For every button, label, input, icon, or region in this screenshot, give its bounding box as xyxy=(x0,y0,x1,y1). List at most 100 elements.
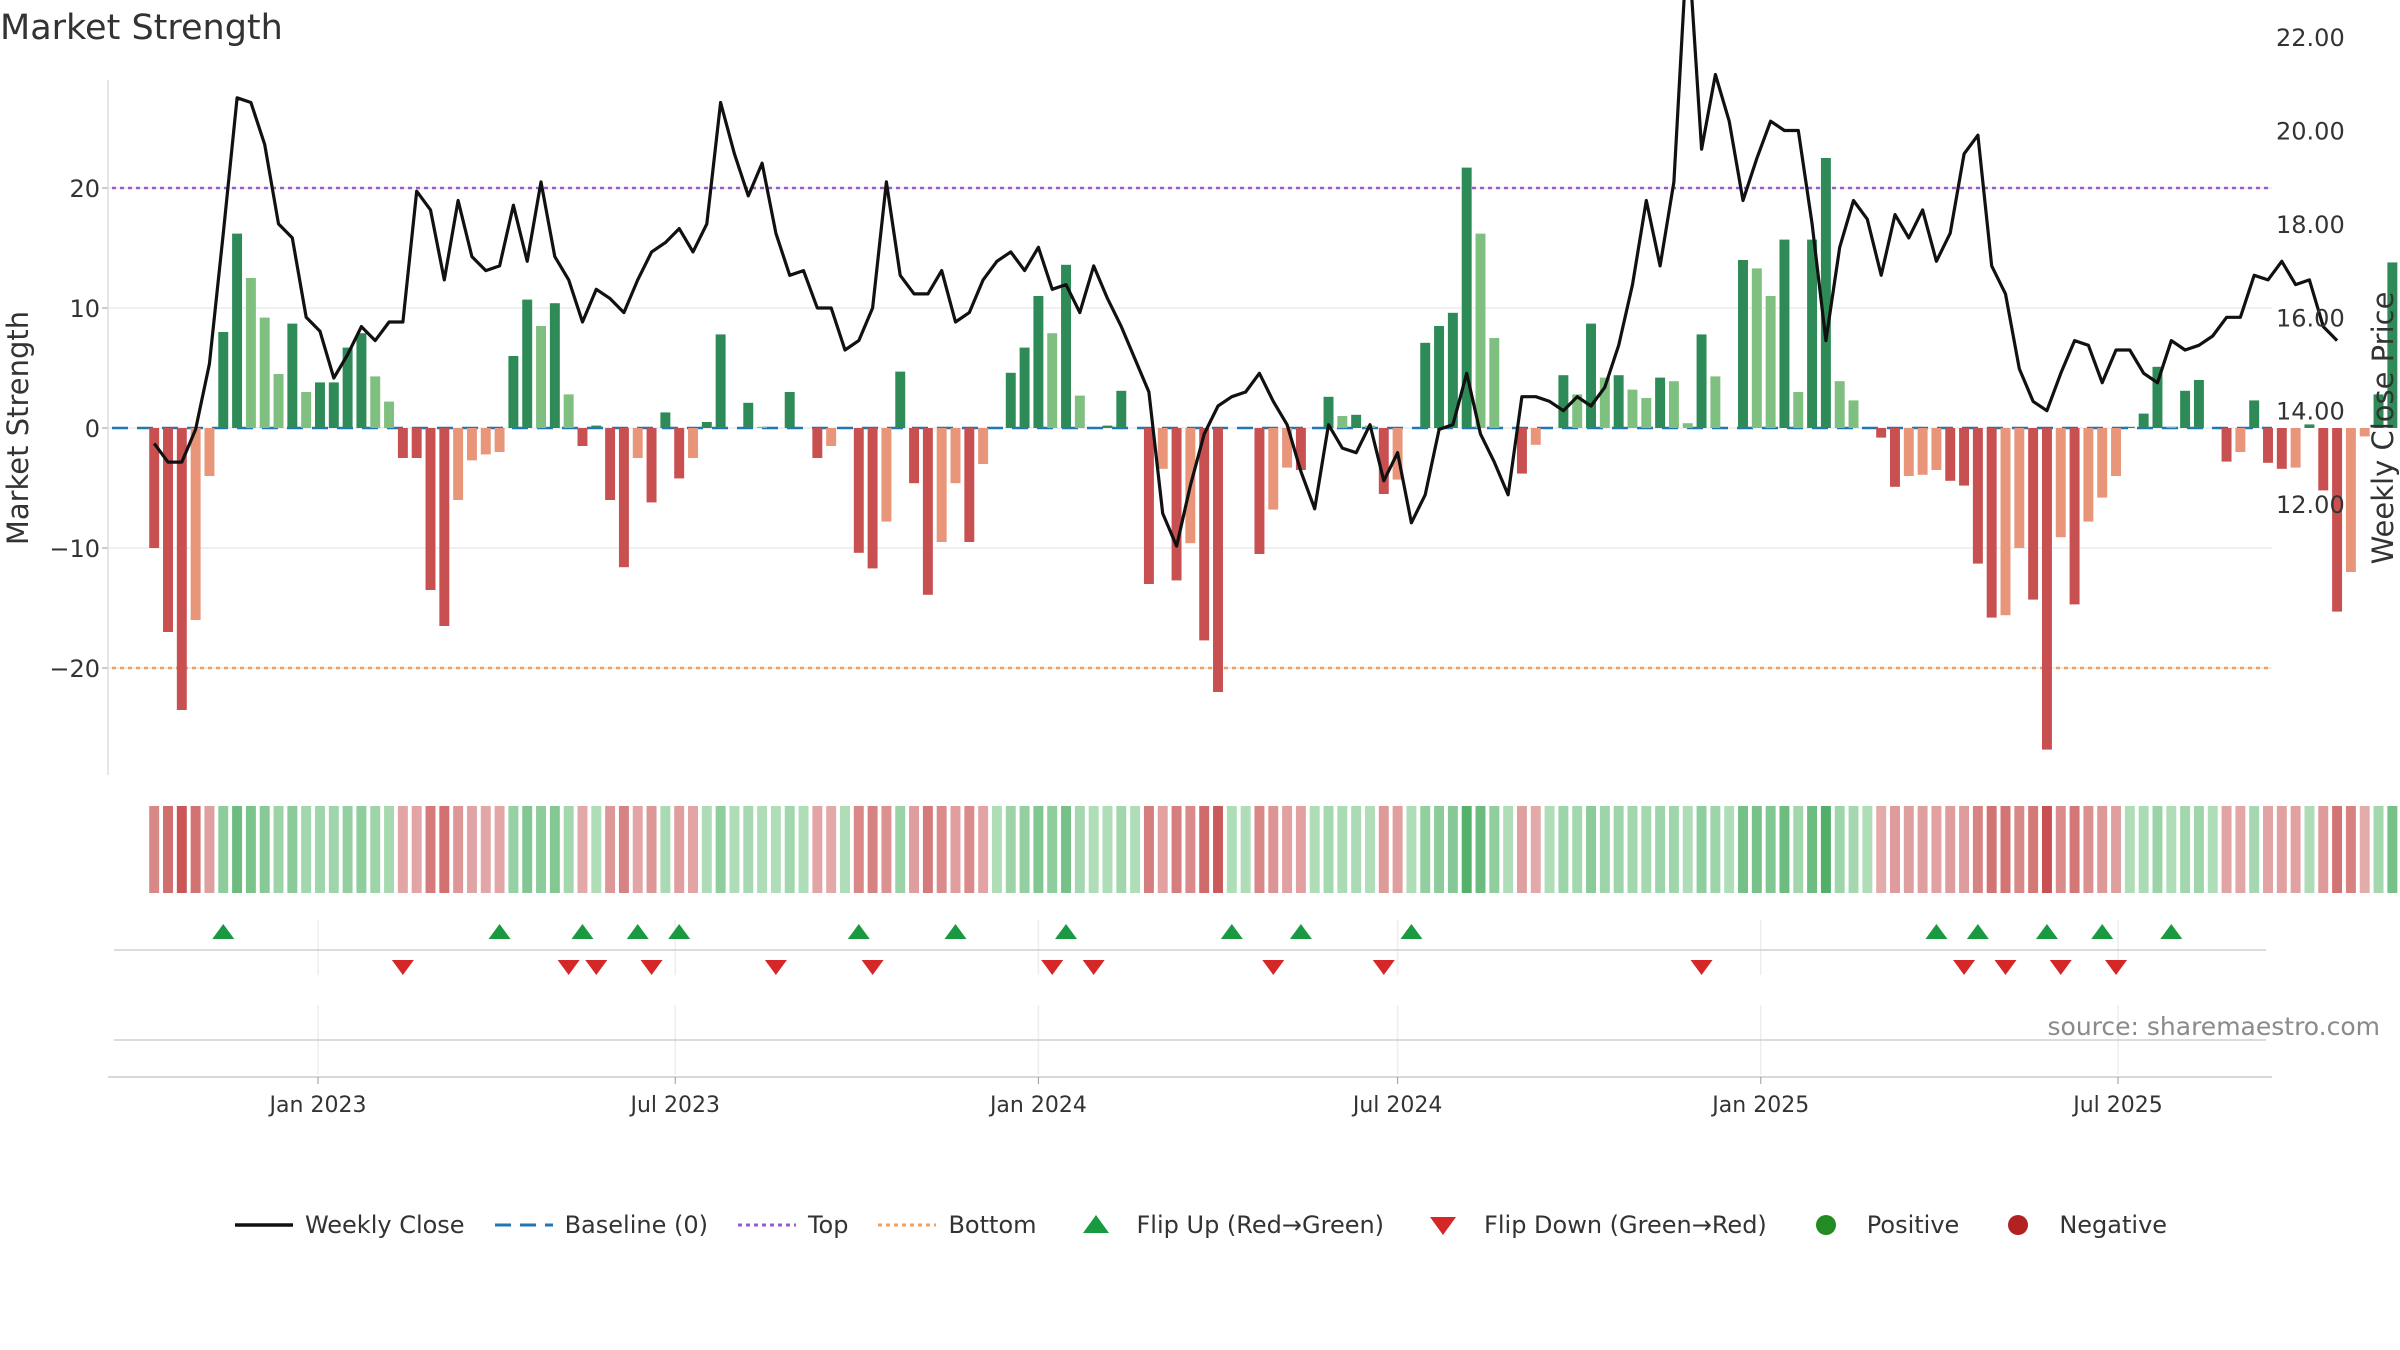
heat-cell xyxy=(964,806,975,893)
flip-up-marker xyxy=(847,924,870,939)
heat-cell xyxy=(1447,806,1458,893)
source-label: source: sharemaestro.com xyxy=(2047,1012,2381,1041)
heat-cell xyxy=(632,806,643,893)
heat-cell xyxy=(2014,806,2025,893)
x-tick-label: Jan 2023 xyxy=(268,1093,367,1118)
strength-bar xyxy=(1641,398,1652,428)
heat-cell xyxy=(757,806,768,893)
heat-cell xyxy=(1213,806,1223,893)
strength-bar xyxy=(411,428,422,458)
heat-cell xyxy=(605,806,616,893)
heat-cell xyxy=(384,806,395,893)
heat-cell xyxy=(536,806,546,893)
heat-cell xyxy=(2221,806,2232,893)
heat-cell xyxy=(2345,806,2356,893)
legend-negative: Negative xyxy=(1987,1210,2167,1240)
flip-down-marker xyxy=(1372,960,1395,975)
heat-cell xyxy=(2055,806,2066,893)
strength-bar xyxy=(494,428,505,452)
heat-cell xyxy=(1157,806,1168,893)
strength-bar xyxy=(287,323,298,428)
flip-up-marker xyxy=(488,924,511,939)
heat-cell xyxy=(1586,806,1596,893)
heat-cell xyxy=(577,806,588,893)
strength-bar xyxy=(204,428,215,476)
heat-cell xyxy=(1627,806,1638,893)
y-tick-label: 20 xyxy=(69,175,100,203)
strength-bar xyxy=(1986,428,1997,618)
chart-title: Market Strength xyxy=(0,8,283,48)
heat-cell xyxy=(812,806,823,893)
legend-baseline-label: Baseline (0) xyxy=(564,1211,708,1239)
strength-bar xyxy=(190,428,201,620)
heat-cell xyxy=(1820,806,1831,893)
flip-up-marker xyxy=(2160,924,2183,939)
strength-bar xyxy=(1461,167,1472,428)
heat-cell xyxy=(1102,806,1113,893)
strength-bar xyxy=(273,374,284,428)
heat-cell xyxy=(190,806,201,893)
strength-bar xyxy=(259,317,270,428)
heat-cell xyxy=(2290,806,2301,893)
strength-bar xyxy=(909,428,920,484)
strength-bar xyxy=(1682,423,1693,428)
heat-cell xyxy=(2207,806,2218,893)
heat-cell xyxy=(245,806,256,893)
heat-cell xyxy=(232,806,243,893)
heat-cell xyxy=(2083,806,2094,893)
heat-cell xyxy=(2387,806,2398,893)
heat-cell xyxy=(522,806,533,893)
strength-bars xyxy=(149,158,2398,750)
legend-positive-label: Positive xyxy=(1866,1211,1960,1239)
strength-bar xyxy=(660,412,671,428)
heat-cell xyxy=(1613,806,1624,893)
heat-cell xyxy=(2138,806,2149,893)
heat-cell xyxy=(2276,806,2287,893)
y2-tick-label: 16.00 xyxy=(2276,304,2345,332)
strength-bar xyxy=(2000,428,2011,616)
heat-cell xyxy=(453,806,464,893)
heat-cell xyxy=(1475,806,1486,893)
flip-up-marker xyxy=(1925,924,1948,939)
heat-cell xyxy=(1378,806,1389,893)
flip-up-marker xyxy=(668,924,691,939)
flip-down-marker xyxy=(2049,960,2072,975)
strength-bar xyxy=(646,428,657,503)
strength-bar xyxy=(881,428,892,522)
strength-bar xyxy=(245,278,256,428)
strength-bar xyxy=(1917,428,1928,475)
strength-bar xyxy=(2111,428,2121,476)
strength-bar xyxy=(895,371,906,428)
flip-down-marker xyxy=(2105,960,2128,975)
legend-top: Top xyxy=(736,1210,849,1240)
heat-cell xyxy=(439,806,450,893)
strength-bar xyxy=(1378,428,1389,494)
y-tick-label: 0 xyxy=(85,415,100,443)
heat-cell xyxy=(342,806,353,893)
strength-bar xyxy=(1323,396,1334,428)
strength-bar xyxy=(605,428,616,500)
heat-cell xyxy=(1917,806,1928,893)
strength-bar xyxy=(370,376,381,428)
strength-bar xyxy=(218,332,229,428)
heat-cell xyxy=(1365,806,1375,893)
heat-cell xyxy=(218,806,229,893)
grid xyxy=(108,187,2272,1075)
y2-tick-label: 12.00 xyxy=(2276,491,2345,519)
y-tick-label: −20 xyxy=(49,655,100,683)
heat-cell xyxy=(770,806,781,893)
legend-top-label: Top xyxy=(807,1211,849,1239)
heat-cell xyxy=(1765,806,1776,893)
axes: −20 −10 0 10 20 12.00 14.00 16.00 18.00 20.00 22.0… xyxy=(49,24,2345,775)
strength-bar xyxy=(950,428,961,484)
heat-cell xyxy=(991,806,1002,893)
heat-cell xyxy=(1116,806,1127,893)
flip-up-marker xyxy=(212,924,235,939)
flip-down-marker xyxy=(861,960,884,975)
weekly-close-line-group xyxy=(152,0,2339,548)
heat-cell xyxy=(674,806,685,893)
strength-bar xyxy=(2249,400,2260,428)
heat-cell xyxy=(494,806,505,893)
heat-cell xyxy=(784,806,795,893)
heat-cell xyxy=(1254,806,1265,893)
